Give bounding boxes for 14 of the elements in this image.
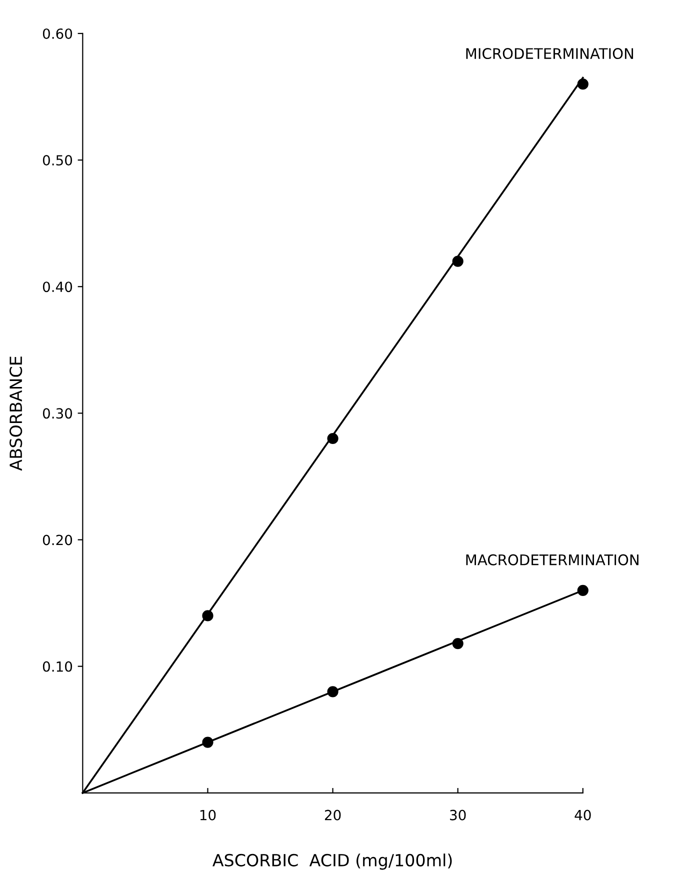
y-tick-label: 0.20 (42, 534, 72, 546)
x-tick-label: 30 (450, 810, 466, 820)
x-tick-label: 40 (574, 810, 591, 820)
text: MACRODETERMINATION (466, 554, 638, 566)
x-tick-label: 10 (200, 810, 216, 820)
x-axis-title: ASCORBIC ACID (mg/100ml) (212, 854, 452, 870)
y-tick-label: 0.40 (42, 282, 72, 292)
y-tick-label: 0.30 (42, 408, 72, 419)
y-tick-label: 0.60 (42, 28, 72, 39)
y-tick-label: 0.50 (42, 155, 72, 166)
y-tick-label: 0.10 (42, 661, 72, 672)
y-axis-title: ABSORBANCE (10, 356, 22, 471)
x-tick-label: 20 (324, 810, 341, 820)
text: MICRODETERMINATION (466, 48, 634, 60)
